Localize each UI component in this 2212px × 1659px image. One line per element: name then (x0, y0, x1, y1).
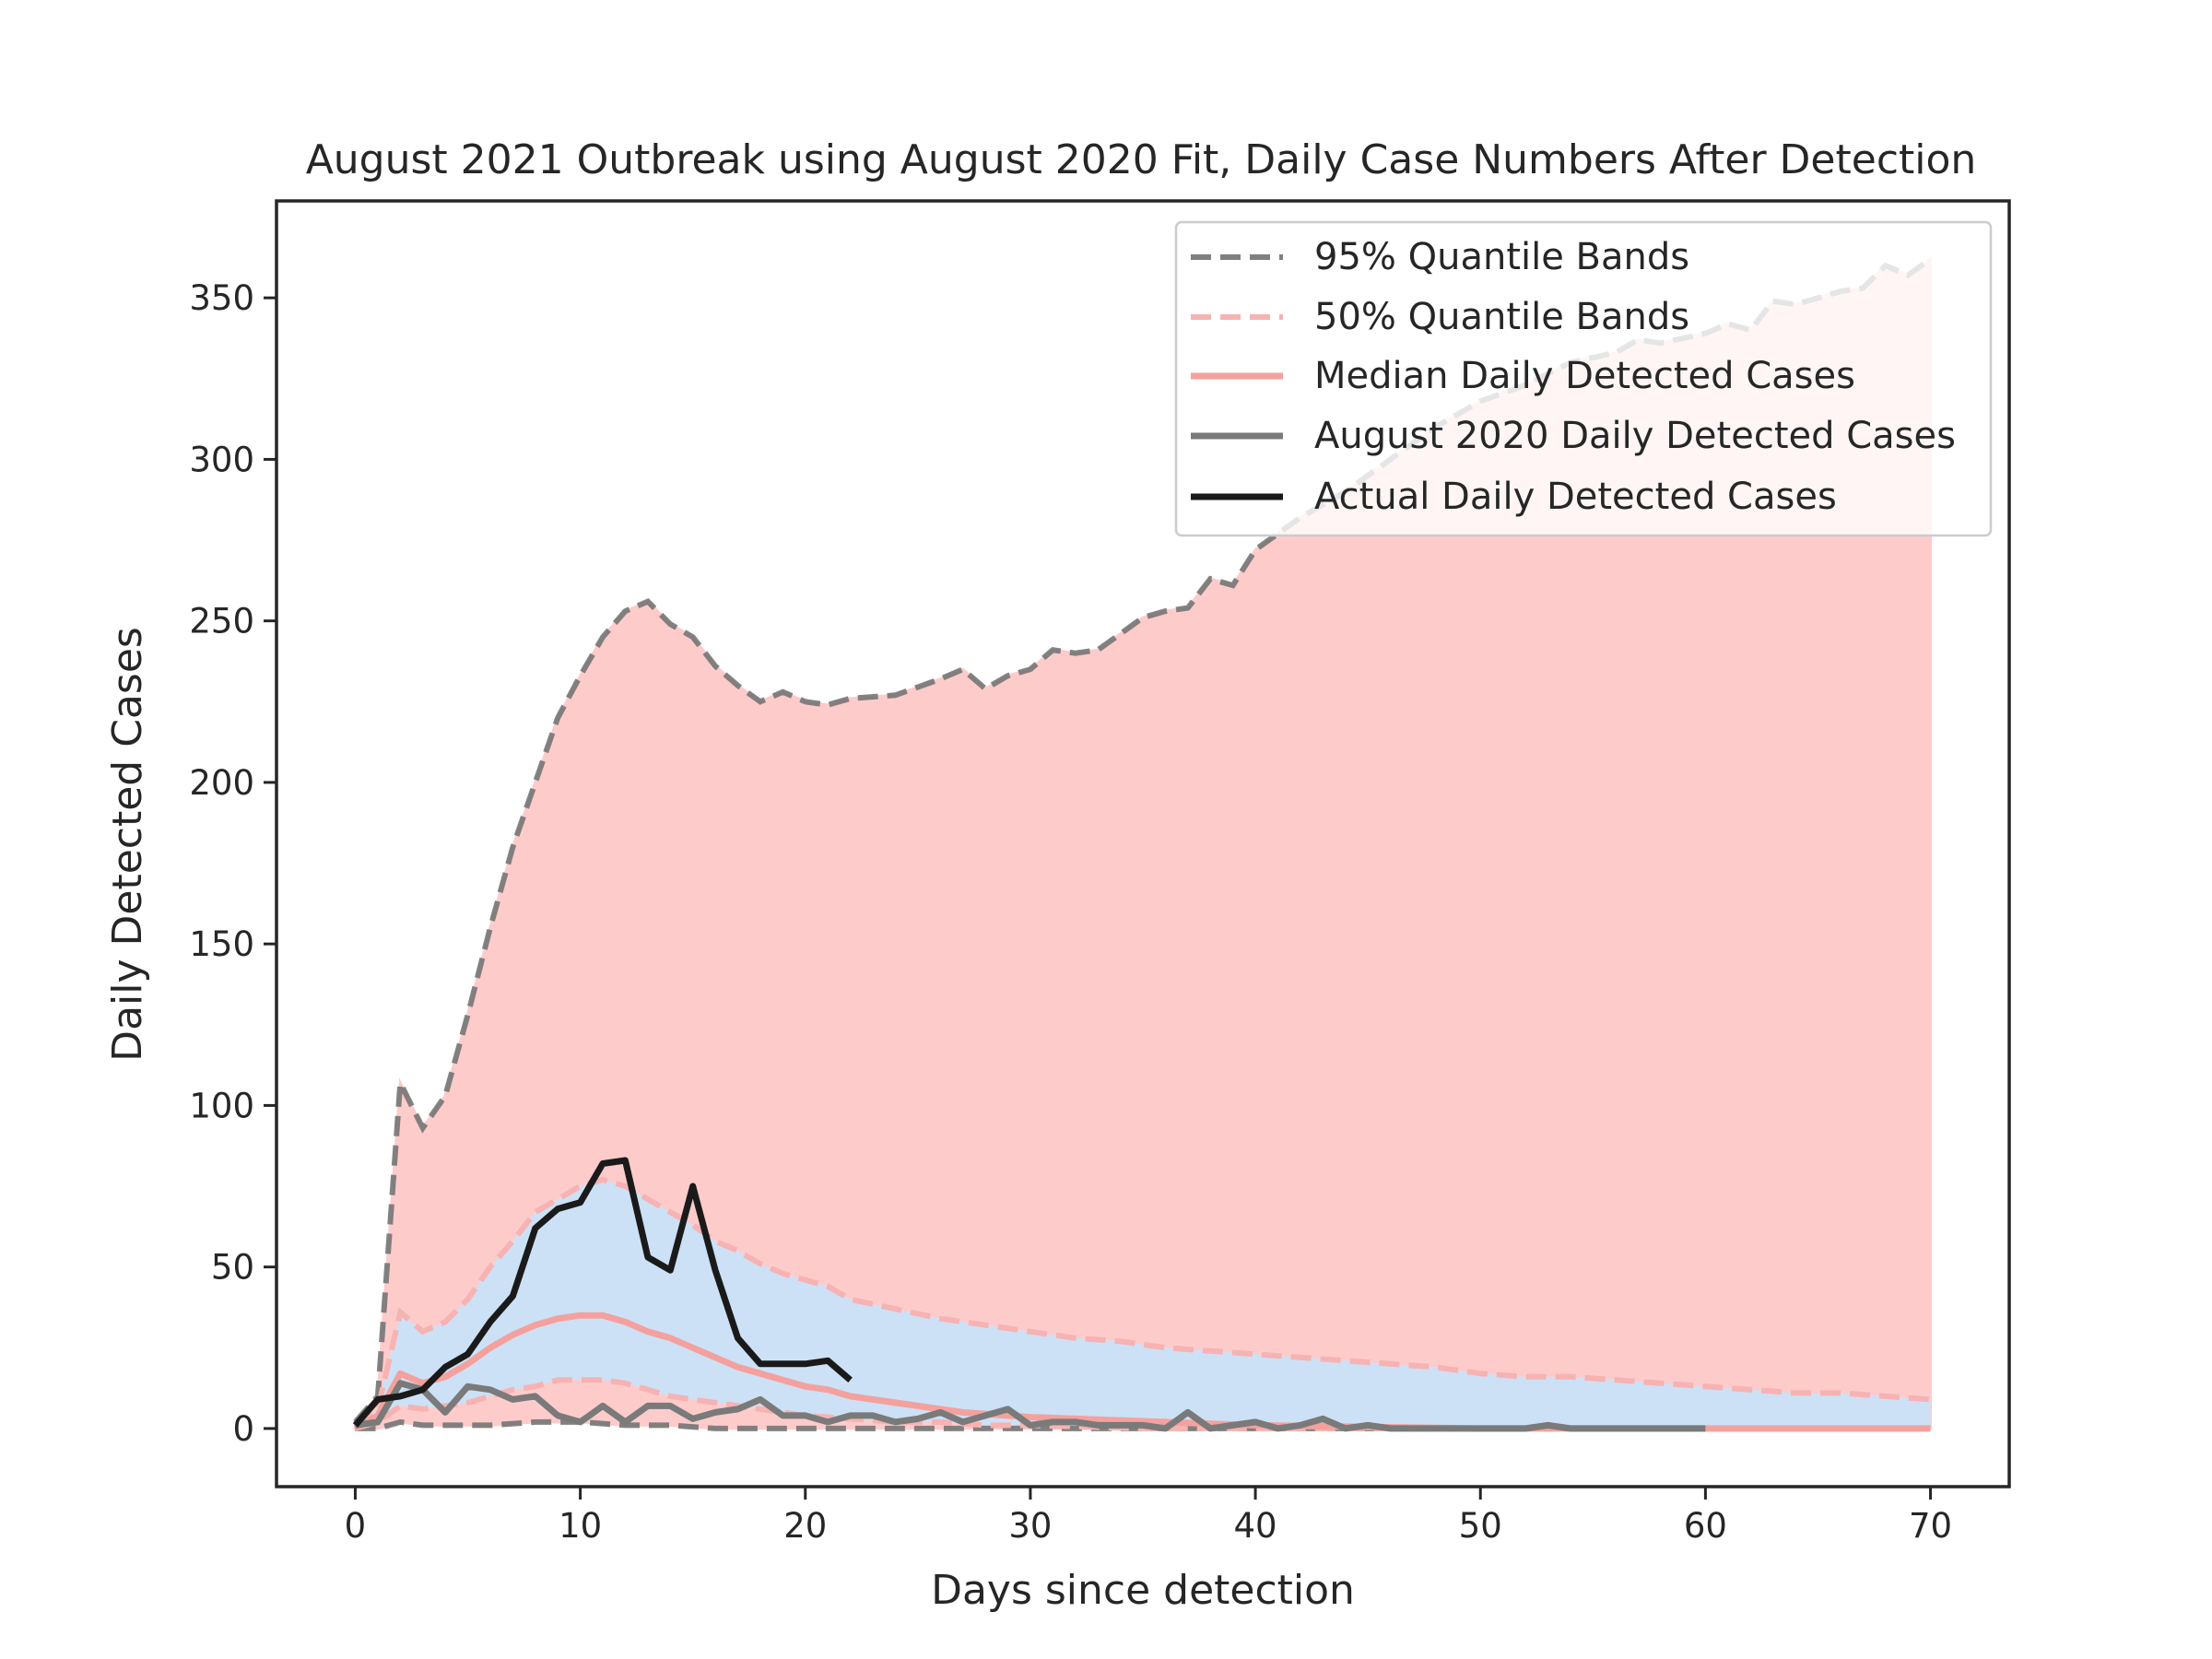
x-tick-label: 10 (559, 1506, 602, 1546)
y-tick-label: 0 (232, 1409, 254, 1449)
aug2020-line (355, 1380, 1706, 1432)
legend-label-median: Median Daily Detected Cases (1314, 355, 1855, 397)
x-tick-label: 40 (1234, 1506, 1277, 1546)
x-tick-label: 50 (1459, 1506, 1502, 1546)
y-tick-label: 150 (189, 924, 254, 964)
x-axis-label: Days since detection (931, 1567, 1355, 1614)
x-tick-label: 70 (1909, 1506, 1952, 1546)
band-50-fill (355, 1180, 1931, 1429)
x-tick-label: 60 (1684, 1506, 1727, 1546)
y-tick-label: 200 (189, 763, 254, 803)
y-tick-label: 300 (189, 440, 254, 479)
legend-label-aug2020: August 2020 Daily Detected Cases (1314, 415, 1956, 457)
y-tick-label: 350 (189, 278, 254, 318)
legend-label-50: 50% Quantile Bands (1314, 296, 1689, 338)
actual-line (352, 1157, 853, 1428)
y-tick-label: 100 (189, 1086, 254, 1125)
x-tick-label: 20 (783, 1506, 827, 1546)
legend-box (1174, 220, 1993, 537)
legend-label-actual: Actual Daily Detected Cases (1314, 476, 1837, 518)
chart-title: August 2021 Outbreak using August 2020 F… (306, 136, 1977, 183)
q95-lower-line (355, 1418, 1931, 1431)
legend-label-95: 95% Quantile Bands (1314, 236, 1689, 278)
x-axis: 0 10 20 30 40 50 60 70 (345, 1487, 1952, 1546)
legend: 95% Quantile Bands 50% Quantile Bands Me… (1174, 220, 1993, 537)
q50-upper-line (353, 1176, 1931, 1428)
axes-frame (275, 199, 2011, 1488)
x-tick-label: 0 (345, 1506, 367, 1546)
y-tick-label: 250 (189, 602, 254, 641)
y-axis-label: Daily Detected Cases (104, 627, 151, 1062)
y-axis: 0 50 100 150 200 250 300 350 (189, 278, 276, 1449)
y-tick-label: 50 (211, 1248, 254, 1288)
x-tick-label: 30 (1008, 1506, 1052, 1546)
median-line (353, 1312, 1931, 1432)
